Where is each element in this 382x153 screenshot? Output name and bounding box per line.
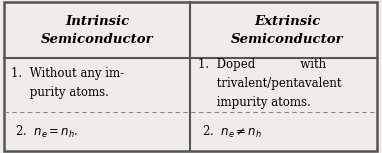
Text: Intrinsic
Semiconductor: Intrinsic Semiconductor xyxy=(41,15,153,46)
Text: 1.  Doped            with
     trivalent/pentavalent
     impurity atoms.: 1. Doped with trivalent/pentavalent impu… xyxy=(198,58,342,109)
Text: 2.  $n_e \neq n_h$: 2. $n_e \neq n_h$ xyxy=(202,123,262,140)
Text: 2.  $n_e = n_h$.: 2. $n_e = n_h$. xyxy=(15,123,79,140)
Text: 1.  Without any im-
     purity atoms.: 1. Without any im- purity atoms. xyxy=(11,67,125,99)
Text: Extrinsic
Semiconductor: Extrinsic Semiconductor xyxy=(231,15,344,46)
